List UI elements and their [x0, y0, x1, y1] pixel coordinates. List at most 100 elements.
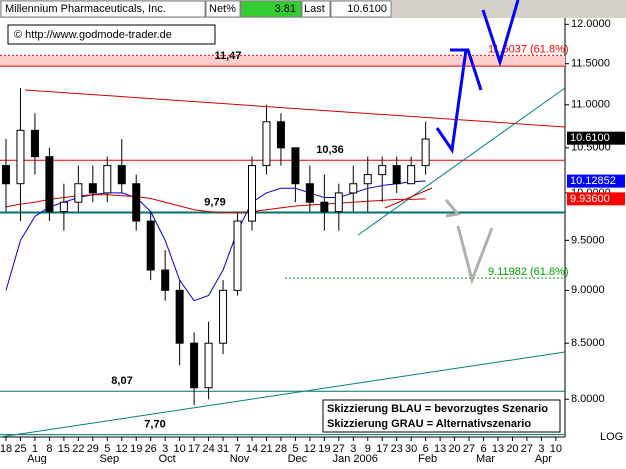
- price-tag-label: 10.12852: [570, 175, 616, 187]
- candle-body: [146, 220, 155, 271]
- x-tick-label: 7: [234, 443, 240, 455]
- title-box: [0, 0, 206, 18]
- copyright-box: [7, 24, 216, 45]
- trend-line: [357, 87, 566, 236]
- x-tick-label: 6: [423, 443, 429, 455]
- last-label: Last: [304, 3, 325, 15]
- net-label-box: [205, 0, 241, 18]
- x-tick-label: 26: [145, 443, 157, 455]
- x-tick-label: 23: [391, 443, 403, 455]
- x-tick-label: 18: [0, 443, 12, 455]
- x-tick-label: 29: [87, 443, 99, 455]
- candle-body: [392, 165, 401, 185]
- price-tag-label: 10.6100: [570, 132, 610, 144]
- x-tick-label: 24: [202, 443, 214, 455]
- scale-label: LOG: [600, 431, 623, 443]
- candle-body: [88, 183, 97, 194]
- x-tick-label: 28: [275, 443, 287, 455]
- candle-body: [247, 165, 256, 222]
- candle-body: [161, 269, 170, 291]
- candle-body: [407, 165, 416, 185]
- candle-body: [320, 201, 329, 213]
- net-label: Net%: [209, 3, 236, 15]
- month-label: Feb: [418, 453, 437, 464]
- x-tick-label: 15: [58, 443, 70, 455]
- scenario-gray: [456, 225, 494, 285]
- x-tick-label: 20: [506, 443, 518, 455]
- month-label: Oct: [159, 453, 176, 464]
- candle-body: [175, 289, 184, 344]
- month-label: Apr: [535, 453, 552, 464]
- candle-body: [132, 183, 141, 222]
- resistance-zone: [0, 56, 565, 67]
- trend-line: [384, 187, 433, 209]
- x-tick-label: 21: [260, 443, 272, 455]
- last-label-box: [301, 0, 331, 18]
- month-label: Sep: [100, 453, 120, 464]
- x-tick-label: 17: [376, 443, 388, 455]
- legend-note: Skizzierung BLAU = bevorzugtes Szenario: [327, 403, 548, 415]
- y-tick-label: 8.5000: [571, 337, 605, 349]
- x-tick-label: 10: [550, 443, 562, 455]
- x-tick-label: 13: [492, 443, 504, 455]
- plot-layer: 11,47 10,36 9,79 8,07 7,70 11.6037 (61.8%) 9.1…: [0, 23, 569, 465]
- x-tick-label: 19: [130, 443, 142, 455]
- x-tick-label: 12: [304, 443, 316, 455]
- level-label: 9,79: [204, 196, 225, 208]
- y-tick-label: 11.0000: [571, 99, 610, 111]
- candle-body: [190, 342, 199, 389]
- price-tag: [567, 131, 625, 145]
- x-tick-label: 19: [318, 443, 330, 455]
- x-tick-label: 27: [463, 443, 475, 455]
- candle-body: [421, 138, 430, 167]
- x-tick-label: 30: [405, 443, 417, 455]
- last-value: 10.6100: [347, 3, 387, 15]
- x-tick-label: 3: [350, 443, 356, 455]
- x-tick-label: 17: [188, 443, 200, 455]
- x-tick-label: 3: [538, 443, 544, 455]
- y-tick-label: 8.0000: [571, 393, 605, 405]
- x-tick-label: 5: [104, 443, 110, 455]
- y-tick-label: 12.0000: [571, 18, 611, 30]
- candle-body: [59, 201, 68, 213]
- x-tick-label: 25: [14, 443, 26, 455]
- net-value: 3.81: [275, 3, 296, 15]
- x-tick-label: 9: [365, 443, 371, 455]
- candle-body: [103, 165, 112, 194]
- x-tick-label: 1: [32, 443, 38, 455]
- net-value-box: [240, 0, 302, 18]
- last-value-box: [330, 0, 392, 18]
- candle-body: [363, 174, 372, 185]
- candle-body: [74, 183, 83, 203]
- month-label: Mar: [476, 453, 495, 464]
- candle-body: [305, 183, 314, 203]
- month-label: Jan 2006: [333, 453, 378, 464]
- candle-body: [262, 121, 271, 167]
- x-tick-label: 22: [72, 443, 84, 455]
- retracement-label: 11.6037 (61.8%): [488, 43, 569, 55]
- x-tick-label: 12: [116, 443, 128, 455]
- candle-body: [204, 342, 213, 389]
- candle-body: [16, 129, 25, 185]
- month-label: Aug: [27, 453, 47, 464]
- legend-note-box: [322, 399, 561, 433]
- x-tick-label: 27: [521, 443, 533, 455]
- y-tick-label: 10.5000: [571, 142, 611, 154]
- y-tick-label: 11.5000: [571, 58, 610, 70]
- x-tick-label: 27: [333, 443, 345, 455]
- title: Millennium Pharmaceuticals, Inc.: [5, 3, 166, 15]
- x-tick-label: 3: [162, 443, 168, 455]
- x-tick-label: 13: [434, 443, 446, 455]
- candle-body: [233, 220, 242, 291]
- month-label: Nov: [230, 453, 250, 464]
- candle-body: [30, 129, 39, 158]
- candle-body: [117, 165, 126, 185]
- scenario-blue: [481, 0, 520, 68]
- candle-body: [276, 121, 285, 149]
- y-tick-label: 9.5000: [571, 234, 605, 246]
- scenario-blue: [450, 48, 483, 91]
- scenario-blue: [435, 49, 468, 155]
- copyright: © http://www.godmode-trader.de: [14, 29, 172, 41]
- x-tick-label: 20: [448, 443, 460, 455]
